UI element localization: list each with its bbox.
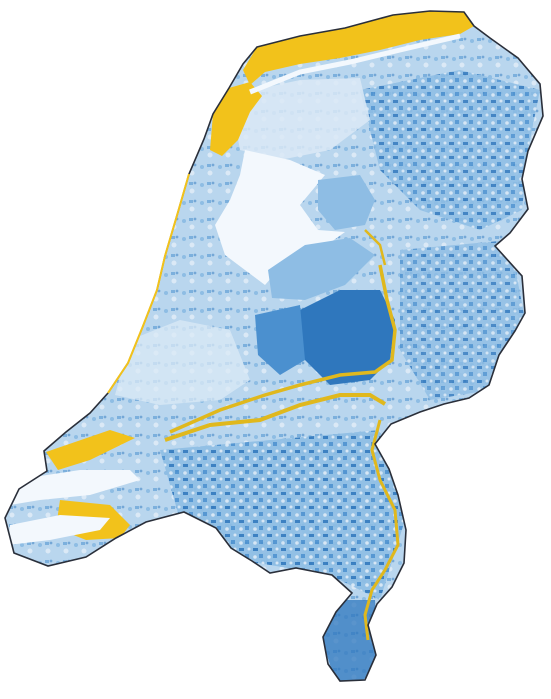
central-deep-region [295, 290, 395, 385]
south-region [160, 430, 405, 600]
south-east-uplands [322, 600, 378, 681]
river-line-ijssel [364, 229, 387, 266]
central-mid-region [255, 305, 305, 375]
wadden-channel [249, 33, 461, 95]
delta-water [10, 470, 140, 505]
north-light-zone [230, 78, 370, 160]
north-west-dunes [210, 82, 262, 156]
north-coast-dunes [243, 11, 474, 85]
river-line-waal [169, 264, 397, 434]
east-region [400, 240, 525, 400]
river-line-maas [363, 419, 400, 641]
delta-water-2 [8, 515, 110, 545]
north-east-region [360, 70, 540, 230]
river-line-rhine [164, 393, 387, 442]
western-light-band [115, 320, 250, 405]
interior-polders [318, 175, 375, 230]
polder-south [268, 238, 375, 300]
west-coast-edge [107, 173, 190, 394]
south-west-delta [46, 430, 135, 470]
